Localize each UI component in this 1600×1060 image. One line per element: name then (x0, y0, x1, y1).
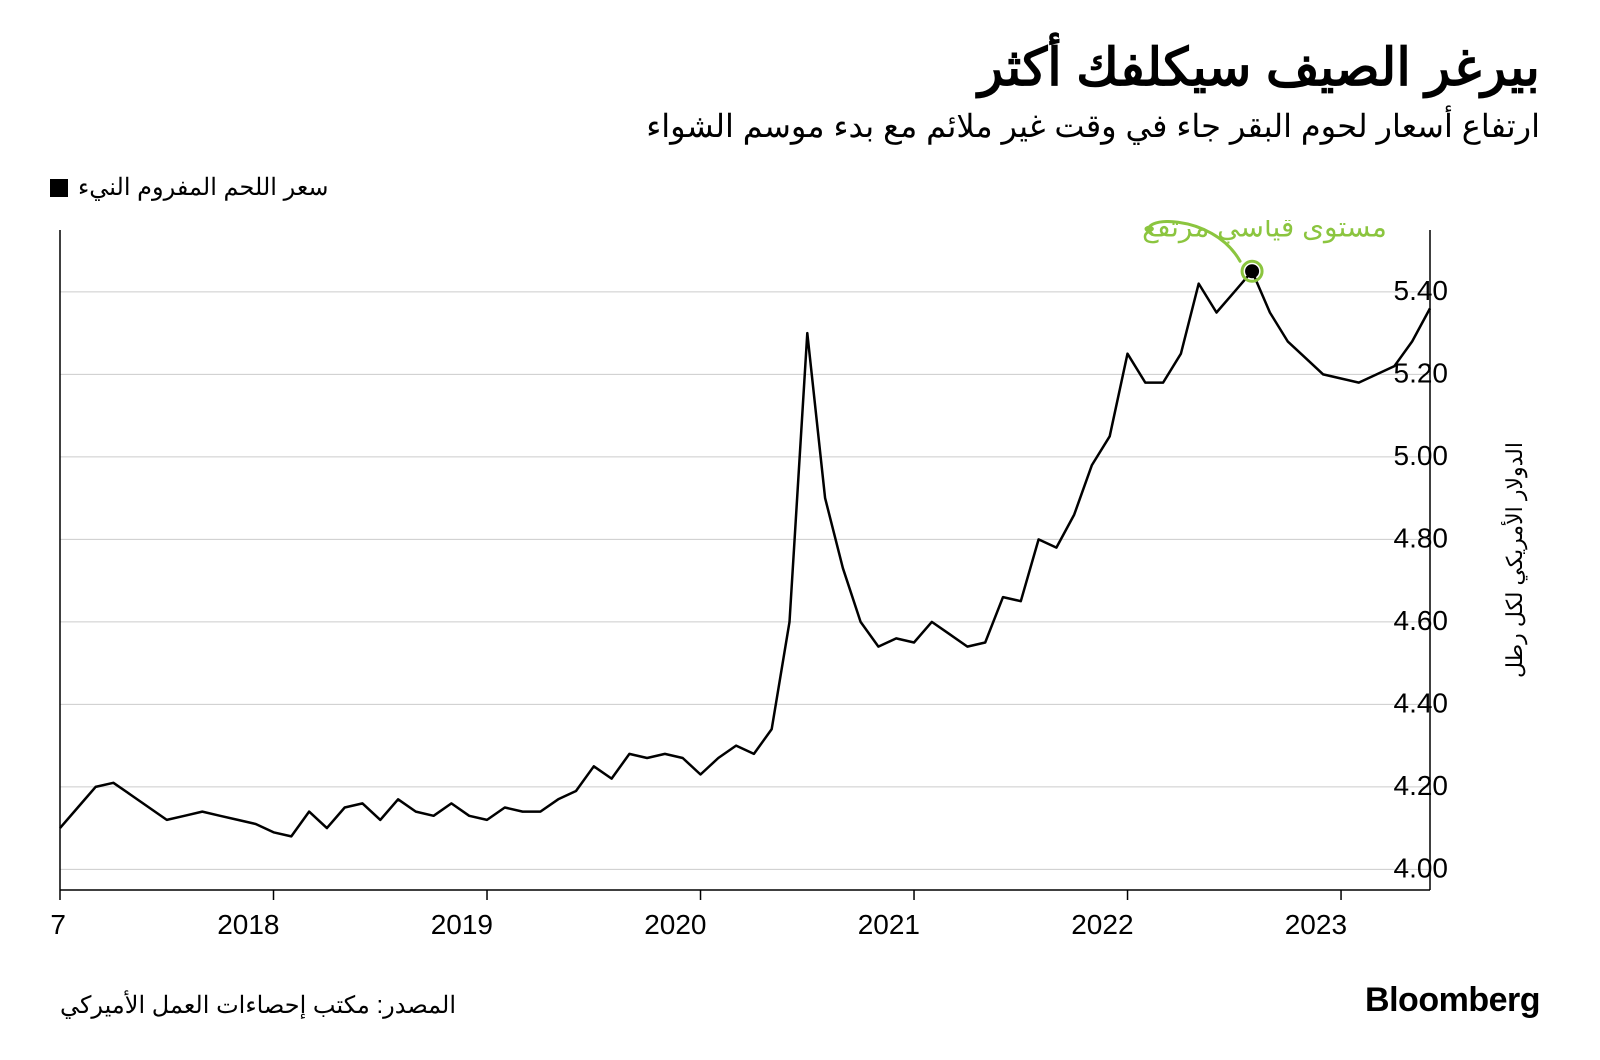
legend-label: سعر اللحم المفروم النيء (78, 173, 329, 202)
svg-text:4.00: 4.00 (1394, 853, 1449, 884)
svg-text:2020: 2020 (644, 909, 706, 940)
svg-text:4.60: 4.60 (1394, 605, 1449, 636)
legend: سعر اللحم المفروم النيء (50, 173, 1540, 202)
svg-text:2019: 2019 (431, 909, 493, 940)
chart-subtitle: ارتفاع أسعار لحوم البقر جاء في وقت غير م… (50, 107, 1540, 145)
svg-text:2017: 2017 (50, 909, 66, 940)
source-text: المصدر: مكتب إحصاءات العمل الأميركي (60, 991, 456, 1020)
brand-logo: Bloomberg (1365, 981, 1540, 1020)
svg-text:5.20: 5.20 (1394, 358, 1449, 389)
svg-text:2022: 2022 (1071, 909, 1133, 940)
legend-swatch (50, 179, 68, 197)
chart-title: بيرغر الصيف سيكلفك أكثر (50, 40, 1540, 97)
svg-text:4.20: 4.20 (1394, 770, 1449, 801)
svg-text:5.00: 5.00 (1394, 440, 1449, 471)
svg-text:مستوى قياسي مرتفع: مستوى قياسي مرتفع (1142, 220, 1387, 243)
svg-text:4.80: 4.80 (1394, 523, 1449, 554)
svg-text:2021: 2021 (858, 909, 920, 940)
svg-text:2023: 2023 (1285, 909, 1347, 940)
y-axis-label: الدولار الأمريكي لكل رطل (1500, 442, 1528, 678)
line-chart-svg: 4.00 4.20 4.40 4.60 4.80 5.00 5.20 5.40 2017 2018… (50, 220, 1540, 960)
svg-text:5.40: 5.40 (1394, 275, 1449, 306)
svg-text:4.40: 4.40 (1394, 688, 1449, 719)
chart-area: 4.00 4.20 4.40 4.60 4.80 5.00 5.20 5.40 2017 2018… (50, 220, 1540, 965)
svg-text:2018: 2018 (217, 909, 279, 940)
